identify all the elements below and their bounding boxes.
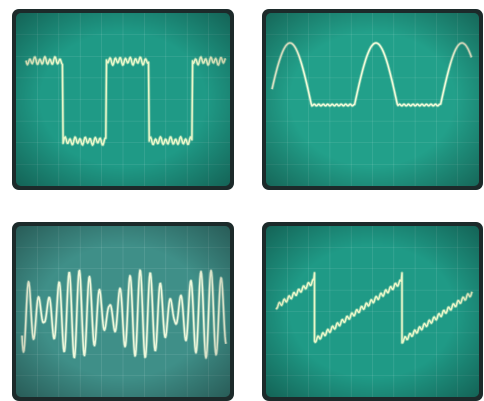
oscilloscope-screen	[16, 13, 230, 186]
rectified-sine-display	[266, 13, 479, 186]
modulated-wave-display	[16, 226, 230, 397]
oscilloscope-square-wave	[12, 9, 234, 190]
screen-vignette	[266, 13, 479, 186]
screen-vignette	[266, 226, 479, 397]
oscilloscope-modulated-wave	[12, 222, 234, 401]
oscilloscope-screen	[16, 226, 230, 397]
square-wave-display	[16, 13, 230, 186]
sawtooth-wave-display	[266, 226, 479, 397]
oscilloscope-sawtooth-wave	[262, 222, 483, 401]
oscilloscope-screen	[266, 226, 479, 397]
oscilloscope-rectified-sine	[262, 9, 483, 190]
screen-vignette	[16, 13, 230, 186]
screen-vignette	[16, 226, 230, 397]
oscilloscope-screen	[266, 13, 479, 186]
